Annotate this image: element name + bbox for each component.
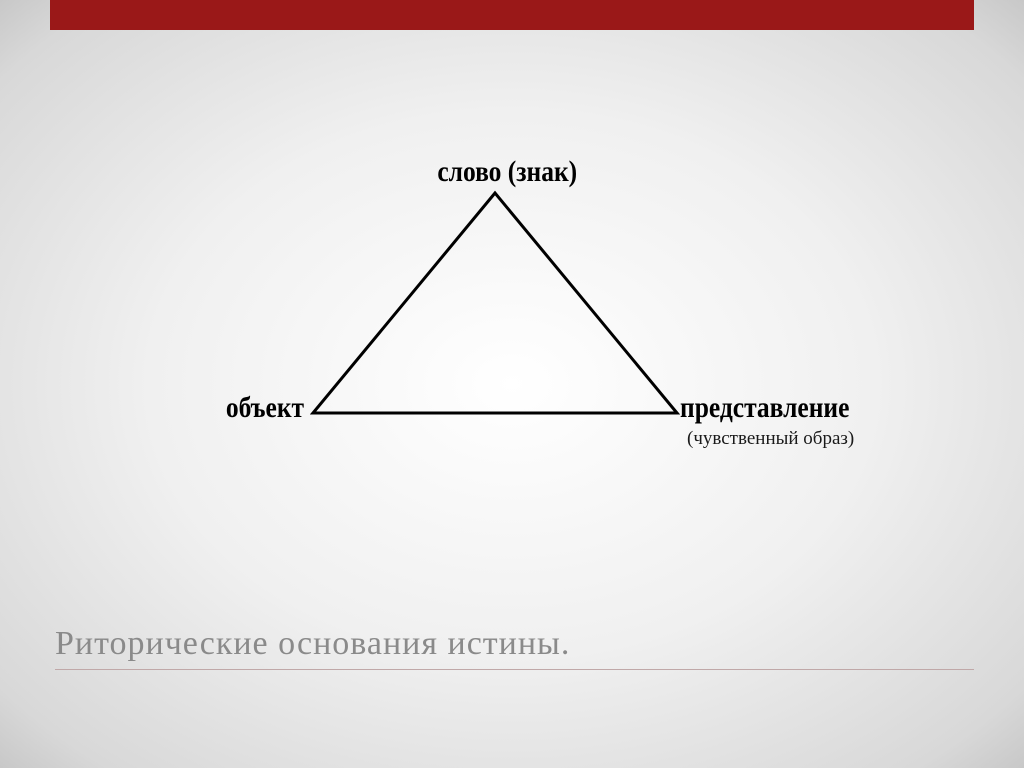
triangle-diagram: слово (знак) объект представление (чувст…: [0, 150, 1024, 500]
right-vertex-sublabel: (чувственный образ): [687, 428, 854, 450]
left-vertex-label: объект: [226, 391, 304, 425]
apex-label: слово (знак): [437, 155, 577, 189]
slide-title: Риторические основания истины.: [55, 625, 570, 663]
triangle-shape: [310, 190, 680, 416]
top-accent-bar: [50, 0, 974, 30]
title-underline: [55, 669, 974, 670]
right-vertex-label: представление: [680, 391, 849, 425]
